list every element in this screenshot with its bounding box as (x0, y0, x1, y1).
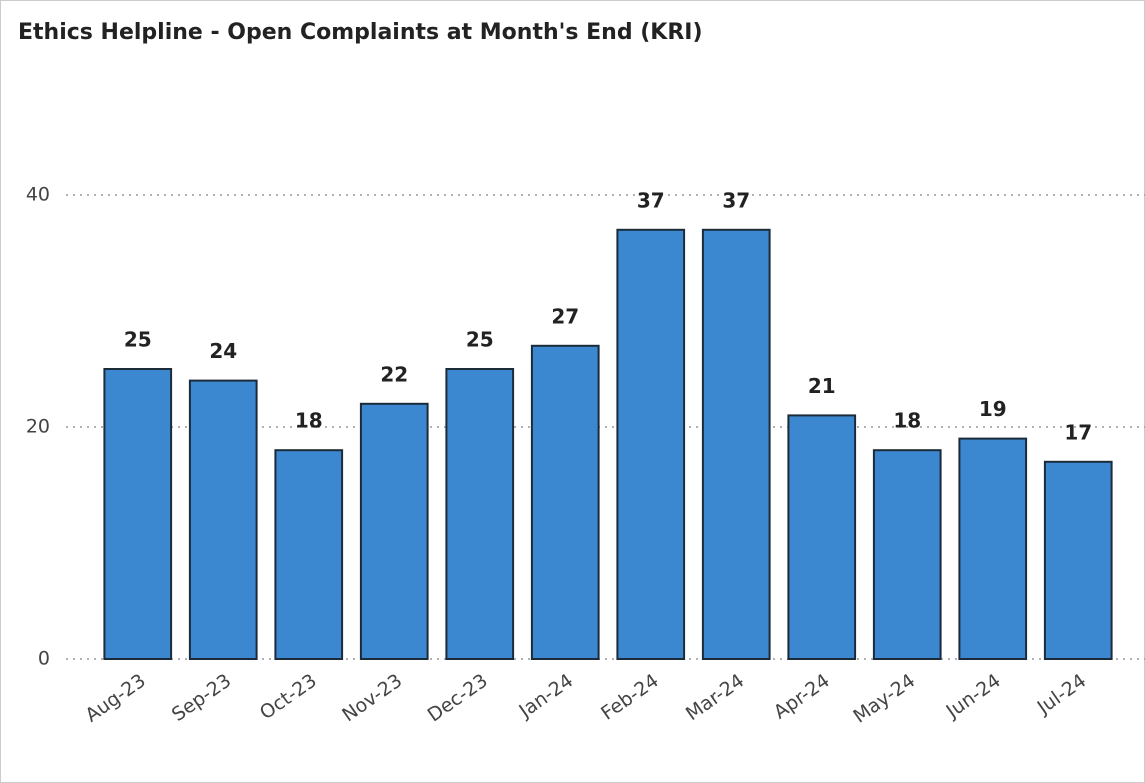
data-label: 17 (1064, 420, 1092, 444)
y-tick-label: 40 (26, 184, 50, 206)
bar (445, 368, 515, 660)
data-label: 18 (295, 409, 323, 433)
bar (787, 414, 857, 660)
y-tick-label: 20 (26, 416, 50, 438)
bar (103, 368, 173, 660)
bar (188, 379, 258, 660)
bar (359, 402, 429, 660)
bar (530, 344, 600, 660)
data-label: 19 (979, 397, 1007, 421)
data-label: 25 (124, 328, 152, 352)
bar (872, 449, 942, 661)
bar (616, 228, 686, 661)
data-label: 27 (551, 304, 579, 328)
data-label: 21 (808, 374, 836, 398)
data-label: 22 (380, 362, 408, 386)
data-label: 24 (209, 339, 237, 363)
data-label: 37 (722, 188, 750, 212)
bar (274, 449, 344, 661)
bar (701, 228, 771, 661)
data-label: 37 (637, 188, 665, 212)
y-tick-label: 0 (38, 648, 50, 670)
data-label: 18 (893, 409, 921, 433)
bar (1043, 460, 1113, 660)
data-label: 25 (466, 328, 494, 352)
chart-title: Ethics Helpline - Open Complaints at Mon… (18, 20, 703, 45)
bar (958, 437, 1028, 660)
